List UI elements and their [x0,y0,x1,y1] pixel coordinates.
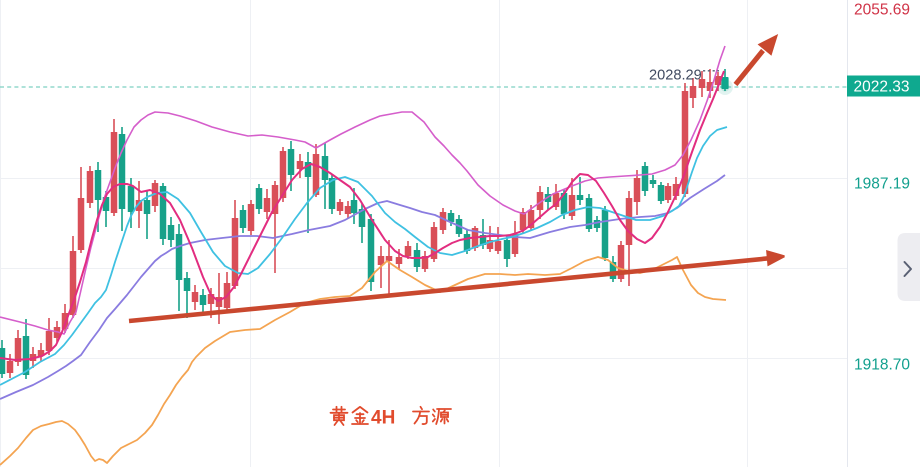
svg-text:2028.29: 2028.29 [649,68,702,84]
svg-text:1918.70: 1918.70 [854,357,910,374]
svg-text:4H: 4H [371,408,395,429]
svg-text:1987.19: 1987.19 [854,176,910,193]
svg-text:2022.33: 2022.33 [854,79,910,96]
svg-text:2055.69: 2055.69 [854,2,910,19]
